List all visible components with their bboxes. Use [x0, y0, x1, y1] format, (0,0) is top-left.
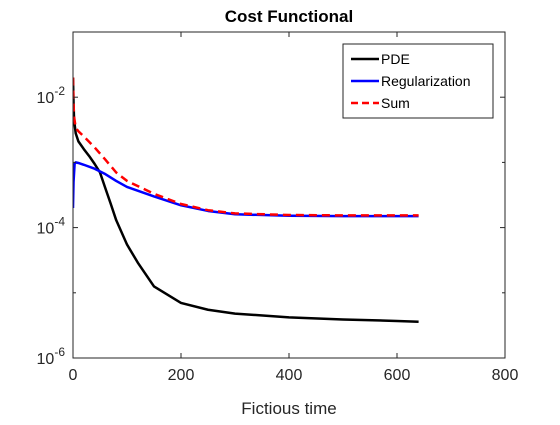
legend-label: Sum	[381, 95, 410, 111]
series-line-sum	[73, 77, 419, 217]
y-tick-label: 10-6	[37, 345, 66, 368]
x-tick-label: 200	[168, 367, 195, 384]
x-tick-label: 800	[492, 367, 519, 384]
legend-label: Regularization	[381, 73, 471, 89]
axes: 0 200 400 600 800 10-6 10-4 10-2	[37, 31, 519, 384]
x-tick-label: 400	[276, 367, 303, 384]
legend: PDE Regularization Sum	[342, 43, 494, 119]
legend-label: PDE	[381, 51, 410, 67]
x-axis-label: Fictious time	[241, 399, 336, 418]
chart-title: Cost Functional	[225, 7, 353, 26]
x-tick-label: 0	[69, 367, 78, 384]
y-tick-label: 10-2	[37, 84, 66, 107]
y-tick-label: 10-4	[37, 215, 66, 238]
x-tick-label: 600	[384, 367, 411, 384]
series-line-pde	[73, 77, 419, 323]
